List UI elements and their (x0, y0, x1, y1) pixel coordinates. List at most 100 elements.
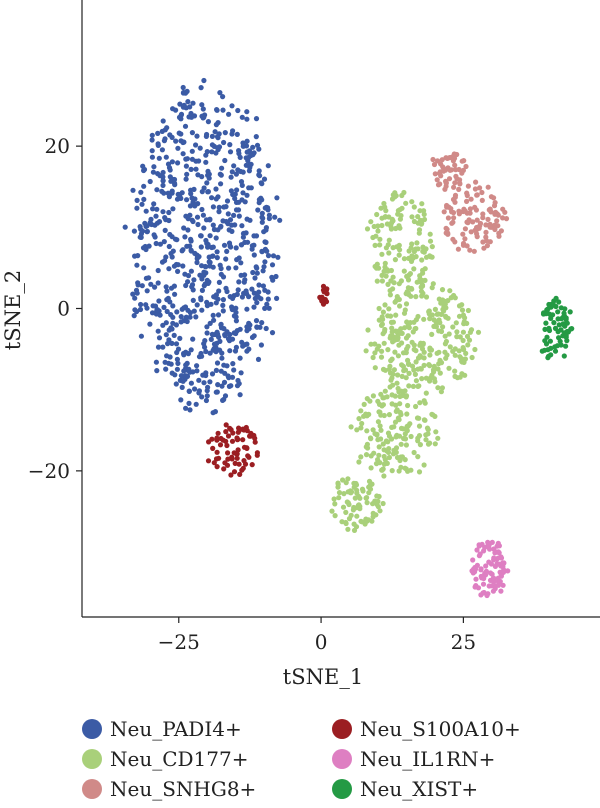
point-neu-cd177 (385, 449, 392, 455)
point-neu-cd177 (416, 423, 423, 429)
point-neu-padi4 (269, 330, 276, 336)
point-neu-cd177 (411, 449, 417, 456)
point-neu-cd177 (341, 491, 347, 497)
point-neu-cd177 (380, 309, 386, 315)
point-neu-cd177 (426, 311, 432, 317)
point-neu-cd177 (402, 388, 408, 394)
point-neu-cd177 (421, 208, 427, 214)
point-neu-cd177 (465, 307, 471, 314)
point-neu-snhg8 (479, 197, 485, 203)
point-neu-padi4 (194, 133, 200, 139)
point-neu-padi4 (262, 259, 268, 265)
point-neu-padi4 (146, 243, 152, 249)
point-neu-padi4 (263, 225, 269, 231)
point-neu-cd177 (427, 316, 433, 322)
point-neu-cd177 (462, 315, 468, 321)
point-neu-s100a10 (324, 286, 330, 292)
point-neu-padi4 (148, 281, 154, 287)
point-neu-padi4 (166, 217, 172, 224)
point-neu-snhg8 (474, 192, 480, 198)
point-neu-padi4 (253, 318, 260, 324)
point-neu-cd177 (380, 402, 386, 408)
point-neu-cd177 (339, 519, 345, 525)
point-neu-padi4 (160, 174, 166, 180)
point-neu-xist (548, 315, 554, 321)
point-neu-padi4 (269, 262, 276, 268)
point-neu-cd177 (389, 329, 395, 335)
point-neu-xist (555, 329, 561, 335)
point-neu-cd177 (398, 441, 404, 447)
point-neu-il1rn (486, 542, 492, 548)
point-neu-cd177 (378, 205, 384, 211)
point-neu-il1rn (477, 551, 483, 557)
point-neu-padi4 (228, 383, 234, 389)
point-neu-cd177 (377, 242, 383, 248)
point-neu-padi4 (277, 217, 283, 223)
point-neu-cd177 (387, 363, 393, 369)
point-neu-padi4 (157, 241, 163, 247)
point-neu-cd177 (438, 389, 444, 395)
point-neu-padi4 (191, 308, 197, 314)
point-neu-padi4 (203, 133, 209, 139)
point-neu-cd177 (387, 288, 393, 294)
point-neu-padi4 (201, 272, 207, 278)
point-neu-padi4 (233, 314, 239, 320)
point-neu-cd177 (395, 415, 401, 421)
point-neu-cd177 (427, 440, 433, 446)
point-neu-cd177 (423, 437, 429, 443)
point-neu-cd177 (404, 319, 410, 325)
point-neu-padi4 (148, 216, 154, 222)
point-neu-snhg8 (453, 167, 459, 173)
point-neu-cd177 (394, 244, 400, 250)
point-neu-cd177 (393, 312, 399, 318)
point-neu-cd177 (397, 303, 403, 309)
point-neu-padi4 (181, 225, 187, 231)
point-neu-snhg8 (487, 224, 493, 230)
point-neu-s100a10 (235, 447, 241, 453)
point-neu-padi4 (187, 243, 193, 249)
point-neu-padi4 (240, 234, 246, 240)
point-neu-padi4 (170, 206, 176, 212)
point-neu-s100a10 (231, 469, 238, 475)
point-neu-padi4 (223, 256, 229, 262)
point-neu-cd177 (377, 236, 383, 242)
x-tick-label: 25 (451, 630, 476, 654)
point-neu-padi4 (241, 230, 247, 236)
point-neu-cd177 (392, 194, 398, 200)
point-neu-cd177 (402, 436, 409, 442)
point-neu-padi4 (198, 350, 204, 357)
point-neu-padi4 (256, 200, 262, 206)
point-neu-cd177 (376, 452, 382, 458)
point-neu-padi4 (265, 163, 271, 169)
point-neu-cd177 (445, 298, 451, 304)
point-neu-cd177 (376, 265, 382, 271)
point-neu-cd177 (437, 320, 443, 326)
point-neu-padi4 (200, 106, 206, 112)
point-neu-padi4 (256, 282, 262, 288)
point-neu-padi4 (150, 303, 156, 309)
point-neu-cd177 (397, 401, 403, 407)
point-neu-snhg8 (456, 186, 462, 192)
point-neu-cd177 (359, 519, 365, 525)
point-neu-padi4 (156, 335, 163, 341)
point-neu-padi4 (141, 167, 147, 174)
point-neu-padi4 (130, 291, 136, 297)
point-neu-cd177 (460, 337, 466, 344)
point-neu-padi4 (166, 243, 172, 250)
point-neu-cd177 (390, 334, 396, 340)
point-neu-padi4 (251, 233, 257, 239)
point-neu-padi4 (251, 252, 257, 258)
point-neu-padi4 (263, 239, 269, 245)
point-neu-s100a10 (236, 461, 242, 467)
point-neu-cd177 (356, 459, 362, 465)
point-neu-padi4 (235, 167, 241, 173)
point-neu-cd177 (374, 261, 380, 267)
point-neu-s100a10 (205, 458, 212, 464)
point-neu-xist (557, 338, 563, 344)
point-neu-padi4 (161, 239, 167, 245)
point-neu-padi4 (234, 131, 240, 137)
point-neu-il1rn (498, 588, 504, 594)
point-neu-padi4 (216, 288, 222, 294)
point-neu-padi4 (206, 175, 212, 181)
point-neu-padi4 (201, 380, 207, 386)
